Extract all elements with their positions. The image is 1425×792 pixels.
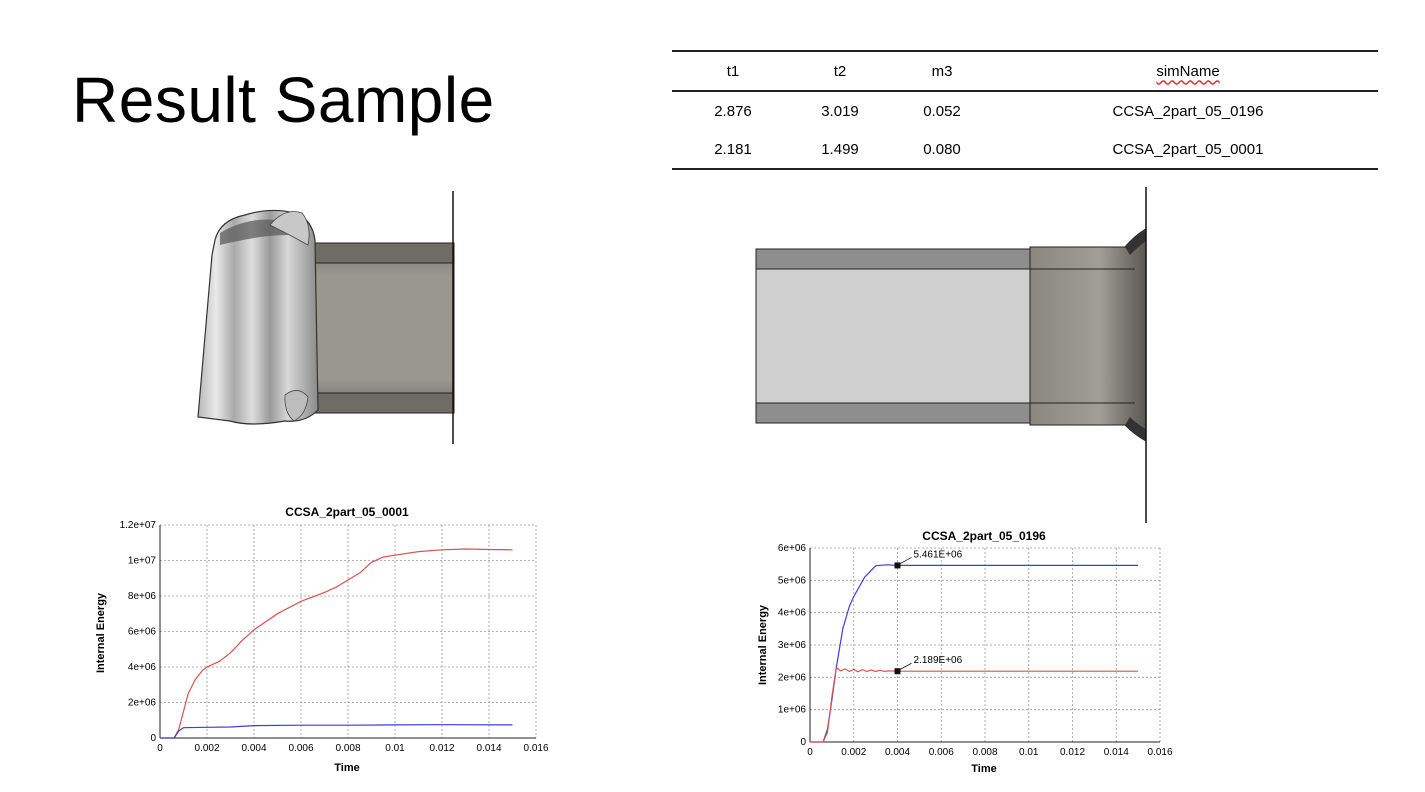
chart-title: CCSA_2part_05_0001 (285, 505, 409, 519)
table-cell-t1: 2.181 (672, 130, 794, 170)
annotation-leader (900, 662, 912, 670)
table-cell-t2: 1.499 (794, 130, 886, 170)
y-tick-label: 8e+06 (128, 591, 157, 602)
x-tick-label: 0.016 (523, 743, 548, 754)
x-tick-label: 0.004 (241, 743, 266, 754)
x-tick-label: 0.002 (841, 747, 866, 758)
y-tick-label: 0 (800, 737, 806, 748)
table-cell-t1: 2.876 (714, 102, 752, 120)
annotation-label: 5.461E+06 (914, 549, 963, 560)
y-tick-label: 1.2e+07 (120, 520, 157, 531)
series-line-1 (160, 724, 513, 739)
y-tick-label: 4e+06 (128, 662, 157, 673)
y-tick-label: 6e+06 (128, 627, 157, 638)
y-tick-label: 2e+06 (778, 672, 807, 683)
annotation-marker (894, 668, 901, 675)
table-cell-t2: 3.019 (821, 102, 859, 120)
y-tick-label: 2e+06 (128, 698, 157, 709)
x-tick-label: 0.01 (385, 743, 405, 754)
y-axis-label: Internal Energy (95, 592, 107, 673)
results-table: t1 t2 m3 simName 2.876 3.019 0.052 CCSA_… (672, 50, 1378, 170)
x-tick-label: 0.014 (1104, 747, 1129, 758)
y-tick-label: 1e+07 (128, 556, 157, 567)
x-tick-label: 0.014 (476, 743, 501, 754)
crushed-tube-render (197, 191, 455, 444)
y-tick-label: 0 (150, 733, 156, 744)
x-tick-label: 0 (807, 747, 813, 758)
series-line-0 (810, 564, 1139, 743)
table-cell-m3: 0.052 (923, 102, 961, 120)
annotation-leader (900, 557, 912, 564)
table-cell-simname: CCSA_2part_05_0001 (998, 130, 1378, 170)
x-tick-label: 0.016 (1147, 747, 1172, 758)
table-row: 2.876 3.019 0.052 CCSA_2part_05_0196 (672, 91, 1378, 130)
table-cell-m3: 0.080 (886, 130, 998, 170)
x-tick-label: 0 (157, 743, 163, 754)
table-cell-simname: CCSA_2part_05_0196 (1112, 102, 1264, 120)
chart-title: CCSA_2part_05_0196 (922, 529, 1046, 543)
y-tick-label: 1e+06 (778, 705, 807, 716)
simname-header-label: simName (1156, 62, 1220, 80)
x-tick-label: 0.006 (288, 743, 313, 754)
column-header-m3: m3 (886, 50, 998, 92)
x-tick-label: 0.006 (929, 747, 954, 758)
annotation-marker (894, 562, 901, 569)
x-tick-label: 0.008 (972, 747, 997, 758)
x-tick-label: 0.01 (1019, 747, 1039, 758)
column-header-t1: t1 (672, 50, 794, 92)
y-tick-label: 5e+06 (778, 575, 807, 586)
slide-title: Result Sample (72, 64, 495, 136)
y-tick-label: 4e+06 (778, 608, 807, 619)
x-axis-label: Time (334, 762, 359, 774)
column-header-simname: simName (998, 50, 1378, 92)
y-axis-label: Internal Energy (757, 604, 769, 685)
x-tick-label: 0.002 (194, 743, 219, 754)
y-tick-label: 3e+06 (778, 640, 807, 651)
chart-internal-energy-0001: CCSA_2part_05_0001 Time Internal Energy … (95, 505, 549, 774)
annotation-label: 2.189E+06 (914, 655, 963, 666)
x-tick-label: 0.008 (335, 743, 360, 754)
y-tick-label: 6e+06 (778, 543, 807, 554)
column-header-t2: t2 (794, 50, 886, 92)
table-header-row: t1 t2 m3 simName (672, 50, 1378, 92)
x-axis-label: Time (971, 763, 996, 775)
deformed-tube-render (755, 187, 1147, 523)
series-line-0 (160, 548, 513, 739)
x-tick-label: 0.012 (429, 743, 454, 754)
x-tick-label: 0.004 (885, 747, 910, 758)
series-line-1 (810, 666, 1139, 743)
x-tick-label: 0.012 (1060, 747, 1085, 758)
chart-internal-energy-0196: CCSA_2part_05_0196 Time Internal Energy … (757, 529, 1173, 775)
table-row: 2.181 1.499 0.080 CCSA_2part_05_0001 (672, 130, 1378, 170)
